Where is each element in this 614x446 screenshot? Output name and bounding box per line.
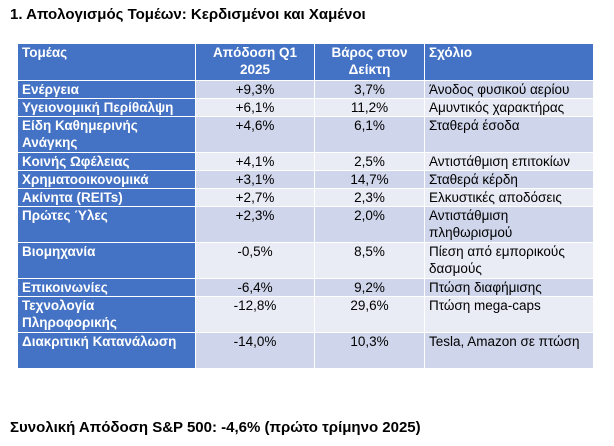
table-row: Ενέργεια +9,3% 3,7% Άνοδος φυσικού αερίο… (17, 80, 594, 99)
row-weight: 29,6% (314, 296, 425, 333)
row-sector: Είδη Καθημερινής Ανάγκης (17, 116, 196, 153)
row-sector: Υγειονομική Περίθαλψη (17, 98, 196, 117)
row-return: +9,3% (195, 80, 315, 99)
table-row: Υγειονομική Περίθαλψη +6,1% 11,2% Αμυντι… (17, 98, 594, 117)
row-comment: Αντιστάθμιση επιτοκίων (424, 152, 594, 171)
row-comment: Πίεση από εμπορικούς δασμούς (424, 242, 594, 279)
row-return: -0,5% (195, 242, 315, 279)
row-weight: 10,3% (314, 332, 425, 369)
row-comment: Αντιστάθμιση πληθωρισμού (424, 206, 594, 243)
row-weight: 14,7% (314, 170, 425, 189)
row-sector: Πρώτες Ύλες (17, 206, 196, 243)
row-weight: 9,2% (314, 278, 425, 297)
row-return: +4,6% (195, 116, 315, 153)
table-header-row: Τομέας Απόδοση Q1 2025 Βάρος στον Δείκτη… (17, 43, 594, 81)
table-row: Χρηματοοικονομικά +3,1% 14,7% Σταθερά κέ… (17, 170, 594, 189)
row-comment: Ελκυστικές αποδόσεις (424, 188, 594, 207)
row-return: +2,3% (195, 206, 315, 243)
table-row: Κοινής Ωφέλειας +4,1% 2,5% Αντιστάθμιση … (17, 152, 594, 171)
row-sector: Χρηματοοικονομικά (17, 170, 196, 189)
row-return: -6,4% (195, 278, 315, 297)
row-sector: Διακριτική Κατανάλωση (17, 332, 196, 369)
row-return: -12,8% (195, 296, 315, 333)
row-sector: Τεχνολογία Πληροφορικής (17, 296, 196, 333)
table-row: Επικοινωνίες -6,4% 9,2% Πτώση διαφήμισης (17, 278, 594, 297)
total-return-summary: Συνολική Απόδοση S&P 500: -4,6% (πρώτο τ… (10, 419, 421, 436)
row-weight: 2,0% (314, 206, 425, 243)
row-sector: Ενέργεια (17, 80, 196, 99)
header-return: Απόδοση Q1 2025 (195, 43, 315, 81)
table-row: Βιομηχανία -0,5% 8,5% Πίεση από εμπορικο… (17, 242, 594, 279)
row-comment: Tesla, Amazon σε πτώση (424, 332, 594, 369)
row-sector: Βιομηχανία (17, 242, 196, 279)
row-weight: 2,3% (314, 188, 425, 207)
row-sector: Ακίνητα (REITs) (17, 188, 196, 207)
row-weight: 6,1% (314, 116, 425, 153)
sector-table: Τομέας Απόδοση Q1 2025 Βάρος στον Δείκτη… (17, 43, 594, 369)
header-weight: Βάρος στον Δείκτη (314, 43, 425, 81)
row-comment: Σταθερά κέρδη (424, 170, 594, 189)
row-weight: 8,5% (314, 242, 425, 279)
row-comment: Αμυντικός χαρακτήρας (424, 98, 594, 117)
table-row: Είδη Καθημερινής Ανάγκης +4,6% 6,1% Σταθ… (17, 116, 594, 153)
table-row: Διακριτική Κατανάλωση -14,0% 10,3% Tesla… (17, 332, 594, 369)
row-weight: 11,2% (314, 98, 425, 117)
row-comment: Πτώση διαφήμισης (424, 278, 594, 297)
row-comment: Άνοδος φυσικού αερίου (424, 80, 594, 99)
row-weight: 3,7% (314, 80, 425, 99)
row-return: +6,1% (195, 98, 315, 117)
row-comment: Πτώση mega-caps (424, 296, 594, 333)
header-comment: Σχόλιο (424, 43, 594, 81)
row-comment: Σταθερά έσοδα (424, 116, 594, 153)
row-return: +3,1% (195, 170, 315, 189)
row-sector: Επικοινωνίες (17, 278, 196, 297)
table-row: Ακίνητα (REITs) +2,7% 2,3% Ελκυστικές απ… (17, 188, 594, 207)
page-title: 1. Απολογισμός Τομέων: Κερδισμένοι και Χ… (10, 6, 366, 23)
row-return: +4,1% (195, 152, 315, 171)
row-sector: Κοινής Ωφέλειας (17, 152, 196, 171)
row-weight: 2,5% (314, 152, 425, 171)
row-return: +2,7% (195, 188, 315, 207)
header-sector: Τομέας (17, 43, 196, 81)
table-row: Τεχνολογία Πληροφορικής -12,8% 29,6% Πτώ… (17, 296, 594, 333)
table-row: Πρώτες Ύλες +2,3% 2,0% Αντιστάθμιση πληθ… (17, 206, 594, 243)
row-return: -14,0% (195, 332, 315, 369)
